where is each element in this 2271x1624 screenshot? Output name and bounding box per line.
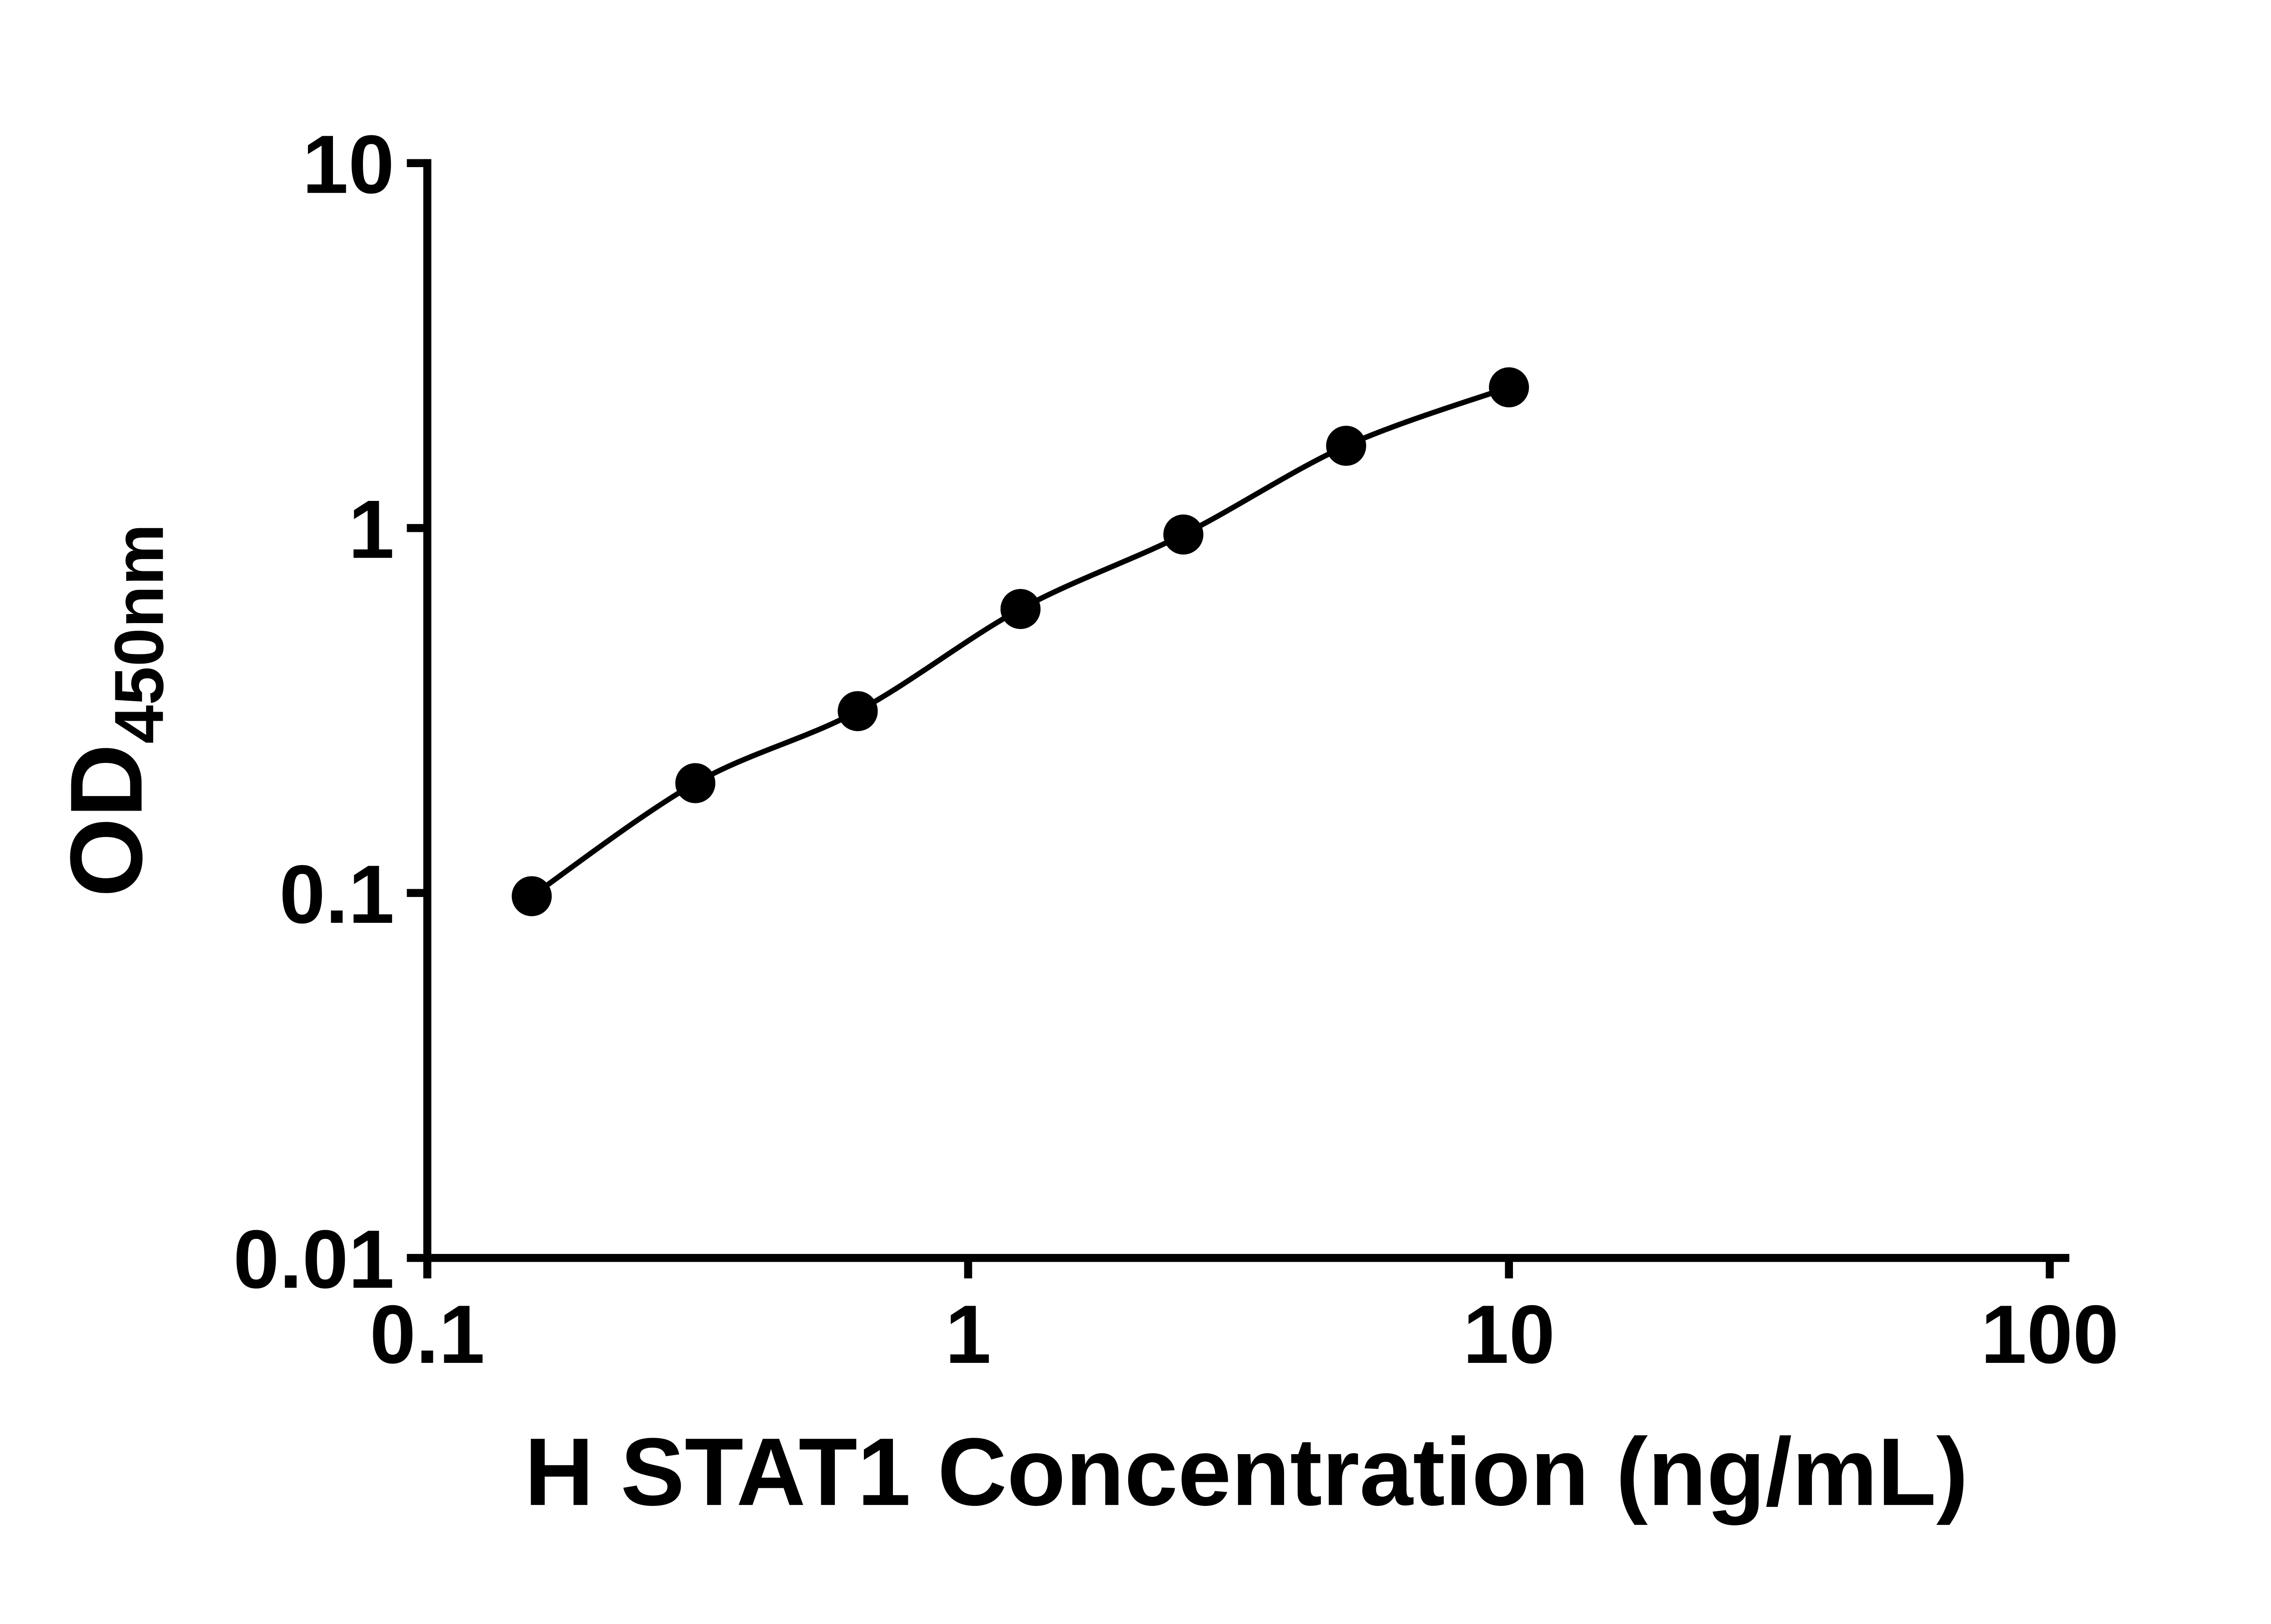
x-tick-label: 100 — [1981, 1288, 2119, 1381]
x-tick-label: 10 — [1463, 1288, 1555, 1381]
x-axis-title: H STAT1 Concentration (ng/mL) — [525, 1418, 1969, 1525]
data-point-marker — [1489, 367, 1529, 407]
data-point-marker — [838, 691, 878, 732]
y-axis-title-subscript: 450nm — [101, 524, 178, 743]
standard-curve-line — [530, 385, 1510, 899]
y-tick-label: 0.01 — [233, 1213, 395, 1306]
axes-lines — [423, 159, 2070, 1262]
data-point-marker — [1326, 426, 1366, 466]
y-tick-label: 0.1 — [279, 848, 394, 941]
x-tick-label: 0.1 — [370, 1288, 485, 1381]
y-tick-label: 10 — [302, 118, 395, 211]
y-axis-title: OD450nm — [49, 524, 178, 897]
data-point-marker — [1163, 514, 1204, 555]
x-tick-label: 1 — [945, 1288, 991, 1381]
y-tick-label: 1 — [348, 483, 394, 575]
data-point-marker — [511, 876, 552, 916]
data-point-marker — [1000, 589, 1041, 629]
data-point-marker — [675, 763, 715, 803]
y-axis-title-main: OD — [49, 744, 164, 897]
